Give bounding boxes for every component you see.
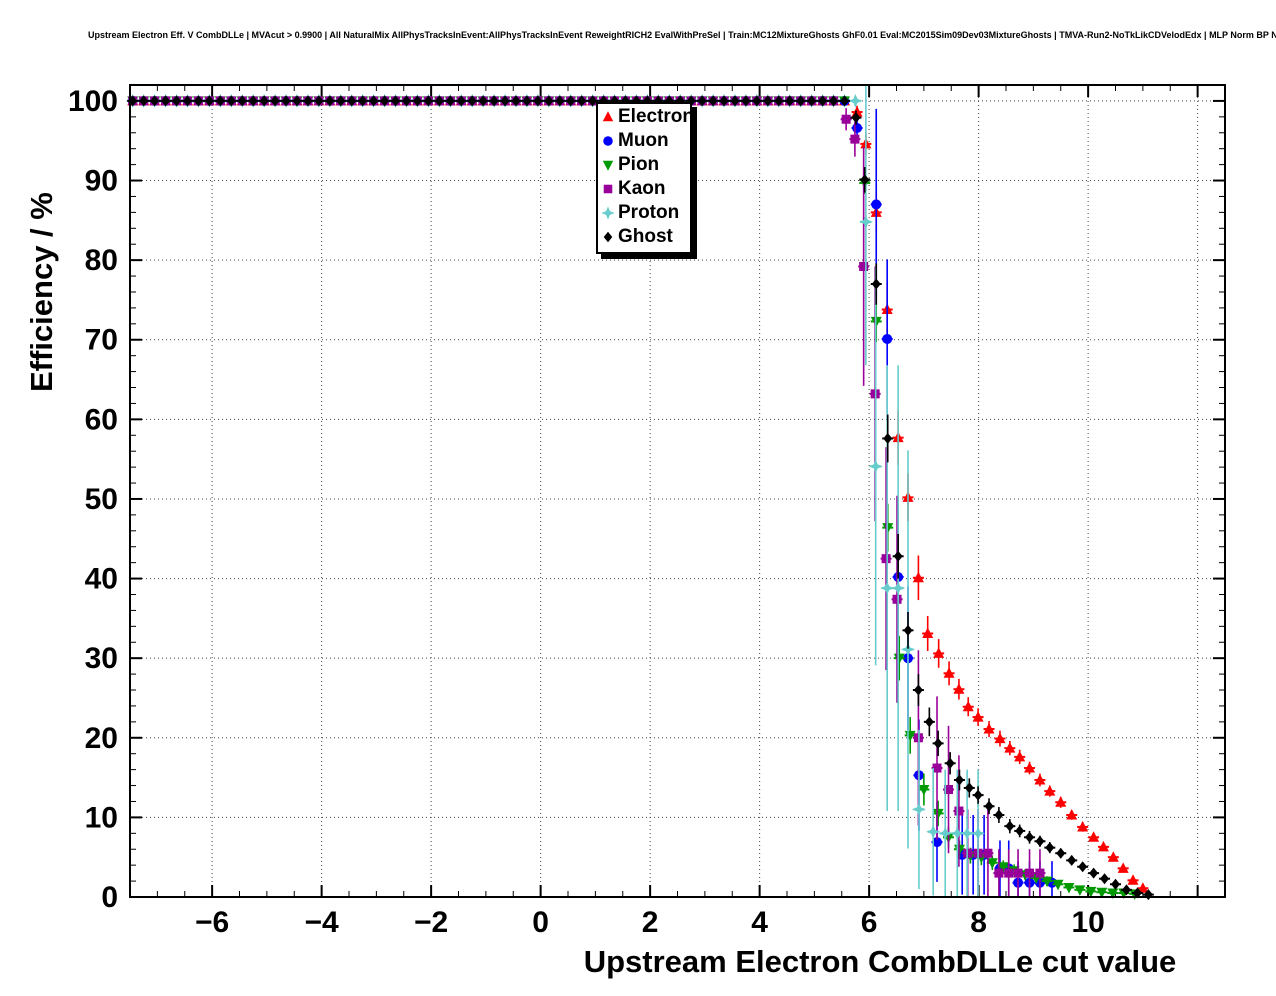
- proton-marker-icon: [601, 206, 615, 220]
- gridlines: [130, 85, 1225, 897]
- legend-entry-pion: Pion: [600, 153, 690, 177]
- legend-entry-label: Electron: [618, 106, 695, 127]
- muon-marker-icon: [603, 136, 613, 146]
- svg-text:40: 40: [85, 563, 118, 596]
- legend-entry-label: Kaon: [618, 178, 666, 199]
- svg-text:80: 80: [85, 244, 118, 277]
- y-tick-labels: 0 10 20 30 40 50 60 70 80 90 100: [68, 85, 118, 914]
- y-axis-title: Efficiency / %: [24, 192, 59, 392]
- svg-text:30: 30: [85, 642, 118, 675]
- svg-text:20: 20: [85, 722, 118, 755]
- legend: Electron Muon Pion Kaon Proton Ghost: [596, 102, 694, 254]
- kaon-marker-icon: [603, 184, 613, 194]
- legend-entry-ghost: Ghost: [600, 225, 690, 249]
- svg-text:8: 8: [970, 906, 987, 939]
- plot-header-title: Upstream Electron Eff. V CombDLLe | MVAc…: [88, 30, 1276, 40]
- svg-text:10: 10: [85, 801, 118, 834]
- svg-text:4: 4: [751, 906, 768, 939]
- x-tick-labels: −6 −4 −2 0 2 4 6 8 10: [195, 906, 1105, 939]
- legend-entry-label: Proton: [618, 202, 680, 223]
- svg-text:50: 50: [85, 483, 118, 516]
- svg-text:−2: −2: [414, 906, 448, 939]
- plot-frame: [129, 84, 1226, 898]
- legend-entry-label: Ghost: [618, 226, 673, 247]
- svg-text:−6: −6: [195, 906, 229, 939]
- svg-text:6: 6: [861, 906, 878, 939]
- legend-entry-proton: Proton: [600, 201, 690, 225]
- legend-entry-label: Pion: [618, 154, 660, 175]
- svg-text:10: 10: [1071, 906, 1104, 939]
- svg-text:60: 60: [85, 403, 118, 436]
- legend-entry-label: Muon: [618, 130, 669, 151]
- pion-marker-icon: [602, 160, 614, 171]
- series-ghost: [127, 95, 1154, 901]
- electron-marker-icon: [602, 111, 614, 122]
- svg-text:2: 2: [642, 906, 659, 939]
- ghost-marker-icon: [603, 231, 613, 243]
- svg-text:0: 0: [101, 881, 118, 914]
- svg-text:70: 70: [85, 324, 118, 357]
- svg-text:0: 0: [532, 906, 549, 939]
- axis-ticks: [129, 84, 1226, 898]
- legend-entry-kaon: Kaon: [600, 177, 690, 201]
- svg-text:90: 90: [85, 165, 118, 198]
- x-axis-title: Upstream Electron CombDLLe cut value: [583, 944, 1177, 979]
- legend-entry-muon: Muon: [600, 129, 690, 153]
- svg-text:−4: −4: [305, 906, 340, 939]
- legend-entry-electron: Electron: [600, 105, 694, 129]
- svg-text:100: 100: [68, 85, 118, 118]
